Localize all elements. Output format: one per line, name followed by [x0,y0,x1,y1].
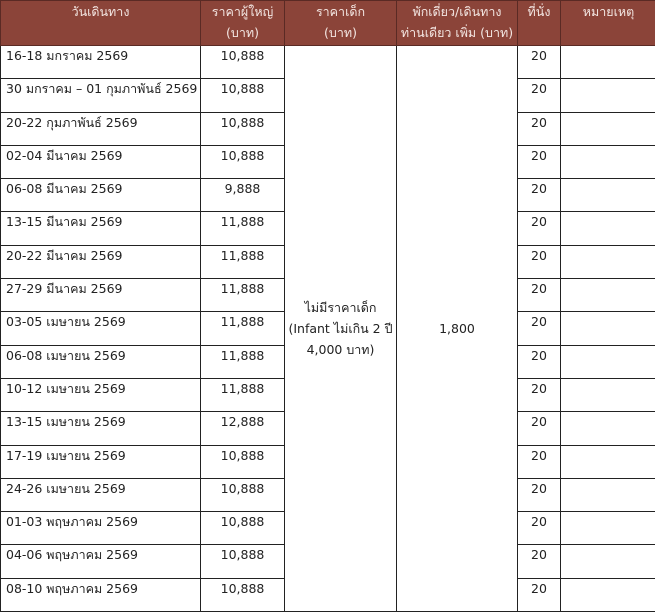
date-cell: 30 มกราคม – 01 กุมภาพันธ์ 2569 [1,79,201,112]
date-cell: 10-12 เมษายน 2569 [1,378,201,411]
date-cell: 13-15 เมษายน 2569 [1,412,201,445]
seats-cell: 20 [518,112,561,145]
date-cell: 27-29 มีนาคม 2569 [1,279,201,312]
seats-cell: 20 [518,145,561,178]
notes-cell [561,212,655,245]
header-date: วันเดินทาง [1,1,201,46]
date-cell: 01-03 พฤษภาคม 2569 [1,512,201,545]
header-adult-price: ราคาผู้ใหญ่ (บาท) [201,1,285,46]
header-single-line2: ท่านเดียว เพิ่ม (บาท) [401,25,513,40]
single-supplement-cell: 1,800 [397,46,518,612]
header-adult-line1: ราคาผู้ใหญ่ [212,4,273,19]
date-cell: 03-05 เมษายน 2569 [1,312,201,345]
seats-cell: 20 [518,79,561,112]
notes-cell [561,412,655,445]
date-cell: 08-10 พฤษภาคม 2569 [1,578,201,611]
notes-cell [561,245,655,278]
adult-price-cell: 12,888 [201,412,285,445]
seats-cell: 20 [518,578,561,611]
header-child-line2: (บาท) [324,25,357,40]
date-cell: 20-22 กุมภาพันธ์ 2569 [1,112,201,145]
header-single-line1: พักเดี่ยว/เดินทาง [412,4,501,19]
adult-price-cell: 10,888 [201,478,285,511]
adult-price-cell: 11,888 [201,378,285,411]
adult-price-cell: 10,888 [201,445,285,478]
notes-cell [561,345,655,378]
notes-cell [561,179,655,212]
header-row: วันเดินทาง ราคาผู้ใหญ่ (บาท) ราคาเด็ก (บาท… [1,1,655,46]
header-notes: หมายเหตุ [561,1,655,46]
header-child-price: ราคาเด็ก (บาท) [285,1,397,46]
notes-cell [561,378,655,411]
date-cell: 20-22 มีนาคม 2569 [1,245,201,278]
seats-cell: 20 [518,412,561,445]
seats-cell: 20 [518,545,561,578]
seats-cell: 20 [518,312,561,345]
adult-price-cell: 10,888 [201,512,285,545]
child-price-cell: ไม่มีราคาเด็ก (Infant ไม่เกิน 2 ปี 4,000… [285,46,397,612]
notes-cell [561,46,655,79]
date-cell: 06-08 มีนาคม 2569 [1,179,201,212]
adult-price-cell: 10,888 [201,578,285,611]
adult-price-cell: 11,888 [201,312,285,345]
seats-cell: 20 [518,245,561,278]
date-cell: 02-04 มีนาคม 2569 [1,145,201,178]
notes-cell [561,445,655,478]
adult-price-cell: 9,888 [201,179,285,212]
date-cell: 13-15 มีนาคม 2569 [1,212,201,245]
notes-cell [561,545,655,578]
adult-price-cell: 11,888 [201,345,285,378]
notes-cell [561,112,655,145]
adult-price-cell: 10,888 [201,79,285,112]
header-child-line1: ราคาเด็ก [316,4,365,19]
seats-cell: 20 [518,478,561,511]
child-price-line2: (Infant ไม่เกิน 2 ปี [288,321,392,336]
adult-price-cell: 11,888 [201,245,285,278]
date-cell: 17-19 เมษายน 2569 [1,445,201,478]
seats-cell: 20 [518,46,561,79]
adult-price-cell: 10,888 [201,145,285,178]
date-cell: 24-26 เมษายน 2569 [1,478,201,511]
child-price-line3: 4,000 บาท) [307,342,375,357]
adult-price-cell: 10,888 [201,112,285,145]
notes-cell [561,312,655,345]
date-cell: 06-08 เมษายน 2569 [1,345,201,378]
seats-cell: 20 [518,345,561,378]
adult-price-cell: 10,888 [201,545,285,578]
adult-price-cell: 11,888 [201,212,285,245]
seats-cell: 20 [518,212,561,245]
date-cell: 04-06 พฤษภาคม 2569 [1,545,201,578]
seats-cell: 20 [518,378,561,411]
header-single-supplement: พักเดี่ยว/เดินทางท่านเดียว เพิ่ม (บาท) [397,1,518,46]
notes-cell [561,578,655,611]
notes-cell [561,79,655,112]
notes-cell [561,279,655,312]
table-row: 16-18 มกราคม 2569 10,888 ไม่มีราคาเด็ก (… [1,46,655,79]
notes-cell [561,145,655,178]
child-price-line1: ไม่มีราคาเด็ก [305,300,377,315]
seats-cell: 20 [518,279,561,312]
notes-cell [561,478,655,511]
header-adult-line2: (บาท) [226,25,259,40]
seats-cell: 20 [518,512,561,545]
seats-cell: 20 [518,179,561,212]
adult-price-cell: 11,888 [201,279,285,312]
adult-price-cell: 10,888 [201,46,285,79]
notes-cell [561,512,655,545]
seats-cell: 20 [518,445,561,478]
date-cell: 16-18 มกราคม 2569 [1,46,201,79]
header-seats: ที่นั่ง [518,1,561,46]
